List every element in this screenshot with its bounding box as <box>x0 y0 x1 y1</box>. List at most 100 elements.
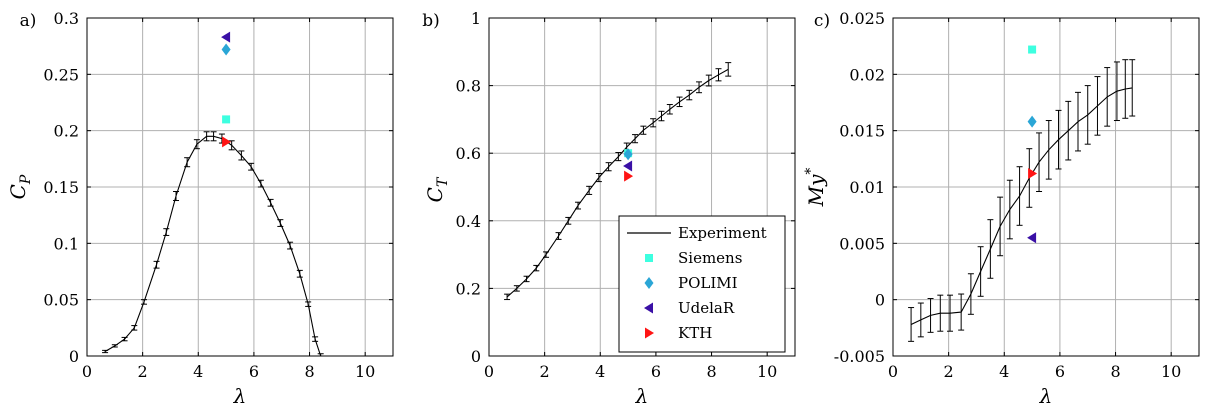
experiment-error-bar <box>184 157 191 168</box>
experiment-error-bar <box>686 89 693 101</box>
experiment-error-bar <box>947 294 954 332</box>
x-tick-label: 0 <box>484 362 494 381</box>
experiment-error-bar <box>296 269 303 278</box>
legend-entry-kth: KTH <box>645 324 712 342</box>
y-axis-label-main: My <box>804 174 828 207</box>
x-tick-label: 10 <box>1161 362 1181 381</box>
experiment-error-bar <box>312 336 319 342</box>
experiment-error-bar <box>555 232 562 240</box>
y-axis-label-main: C <box>423 187 447 202</box>
y-tick-label: 0.015 <box>839 122 885 141</box>
experiment-error-bar <box>248 162 255 171</box>
legend-label: KTH <box>678 324 712 342</box>
experiment-error-bar <box>696 81 703 94</box>
experiment-error-bar <box>1122 59 1129 119</box>
x-tick-label: 10 <box>757 362 777 381</box>
experiment-error-bar <box>917 302 924 338</box>
legend-entry-polimi: POLIMI <box>644 274 738 292</box>
y-tick-label: 1 <box>471 9 481 28</box>
marker-kth <box>1028 167 1038 179</box>
marker-udelar <box>221 31 231 43</box>
x-tick-label: 8 <box>1110 362 1120 381</box>
marker-polimi <box>1027 115 1037 128</box>
data-layer <box>504 62 732 301</box>
x-tick-label: 8 <box>304 362 314 381</box>
experiment-error-bar <box>997 196 1004 257</box>
experiment-error-bar <box>715 68 722 82</box>
experiment-error-bar <box>504 293 511 301</box>
x-tick-label: 0 <box>82 362 92 381</box>
legend: Experiment Siemens POLIMI UdelaR KTH <box>618 215 786 353</box>
marker-polimi <box>221 43 231 56</box>
y-axis-label: CP <box>6 174 34 199</box>
marker-udelar <box>623 160 633 172</box>
data-layer <box>908 45 1136 342</box>
experiment-error-bar <box>523 275 530 283</box>
x-tick-label: 6 <box>651 362 661 381</box>
experiment-error-bar <box>257 179 264 188</box>
experiment-error-bar <box>228 140 235 151</box>
experiment-error-bar <box>666 104 673 115</box>
experiment-error-bar <box>193 139 200 150</box>
legend-label: UdelaR <box>678 299 735 317</box>
y-tick-label: 0.2 <box>456 279 481 298</box>
x-tick-label: 6 <box>249 362 259 381</box>
experiment-error-bar <box>958 293 965 331</box>
experiment-error-bar <box>605 162 612 172</box>
experiment-error-bar <box>173 191 180 202</box>
y-tick-label: 0.02 <box>849 65 885 84</box>
axes-frame <box>488 17 796 357</box>
x-tick-label: 0 <box>888 362 898 381</box>
legend-marker-siemens <box>645 254 653 262</box>
experiment-error-bar <box>210 131 217 142</box>
experiment-error-bar <box>153 260 160 269</box>
experiment-error-bar <box>121 336 128 342</box>
data-layer <box>102 31 324 356</box>
x-tick-label: 10 <box>355 362 375 381</box>
x-tick-label: 2 <box>944 362 954 381</box>
x-tick-label: 4 <box>999 362 1009 381</box>
y-axis-label-subscript: P <box>18 174 34 185</box>
experiment-error-bar <box>141 299 148 305</box>
legend-label: Experiment <box>678 224 767 242</box>
experiment-error-bar <box>1129 59 1136 117</box>
experiment-error-bar <box>658 110 665 122</box>
experiment-error-bar <box>305 301 312 307</box>
experiment-error-bar <box>705 74 712 87</box>
y-tick-label: 0.05 <box>43 291 79 310</box>
experiment-line <box>910 87 1133 325</box>
experiment-error-bar <box>676 96 683 108</box>
experiment-error-bar <box>908 307 915 342</box>
experiment-error-bar <box>1074 91 1081 152</box>
x-tick-label: 4 <box>595 362 605 381</box>
y-tick-label: 0.1 <box>54 234 79 253</box>
y-tick-label: 0 <box>471 347 481 366</box>
experiment-error-bar <box>1084 85 1091 145</box>
x-axis-label: λ <box>635 384 649 408</box>
marker-siemens <box>222 115 231 124</box>
experiment-error-bar <box>632 134 639 144</box>
experiment-error-bar <box>1094 76 1101 136</box>
legend-label: POLIMI <box>678 274 738 292</box>
experiment-error-bar <box>543 251 550 258</box>
y-tick-label: 0.8 <box>456 77 481 96</box>
legend-label: Siemens <box>678 249 742 267</box>
experiment-error-bar <box>927 298 934 333</box>
x-axis-label: λ <box>1039 384 1053 408</box>
y-axis-label-main: C <box>6 184 30 199</box>
experiment-error-bar <box>937 294 944 332</box>
legend-marker-kth <box>645 327 654 339</box>
marker-udelar <box>1027 232 1037 244</box>
experiment-error-bar <box>977 246 984 297</box>
experiment-error-bar <box>1055 109 1062 170</box>
experiment-line <box>104 135 322 356</box>
experiment-error-bar <box>1065 100 1072 161</box>
y-tick-label: 0.01 <box>849 178 885 197</box>
x-tick-label: 2 <box>138 362 148 381</box>
x-tick-label: 6 <box>1055 362 1065 381</box>
experiment-error-bar <box>615 152 622 162</box>
experiment-error-bar <box>595 172 602 183</box>
x-axis-label: λ <box>233 384 247 408</box>
y-axis-label-subscript: T <box>435 176 451 187</box>
